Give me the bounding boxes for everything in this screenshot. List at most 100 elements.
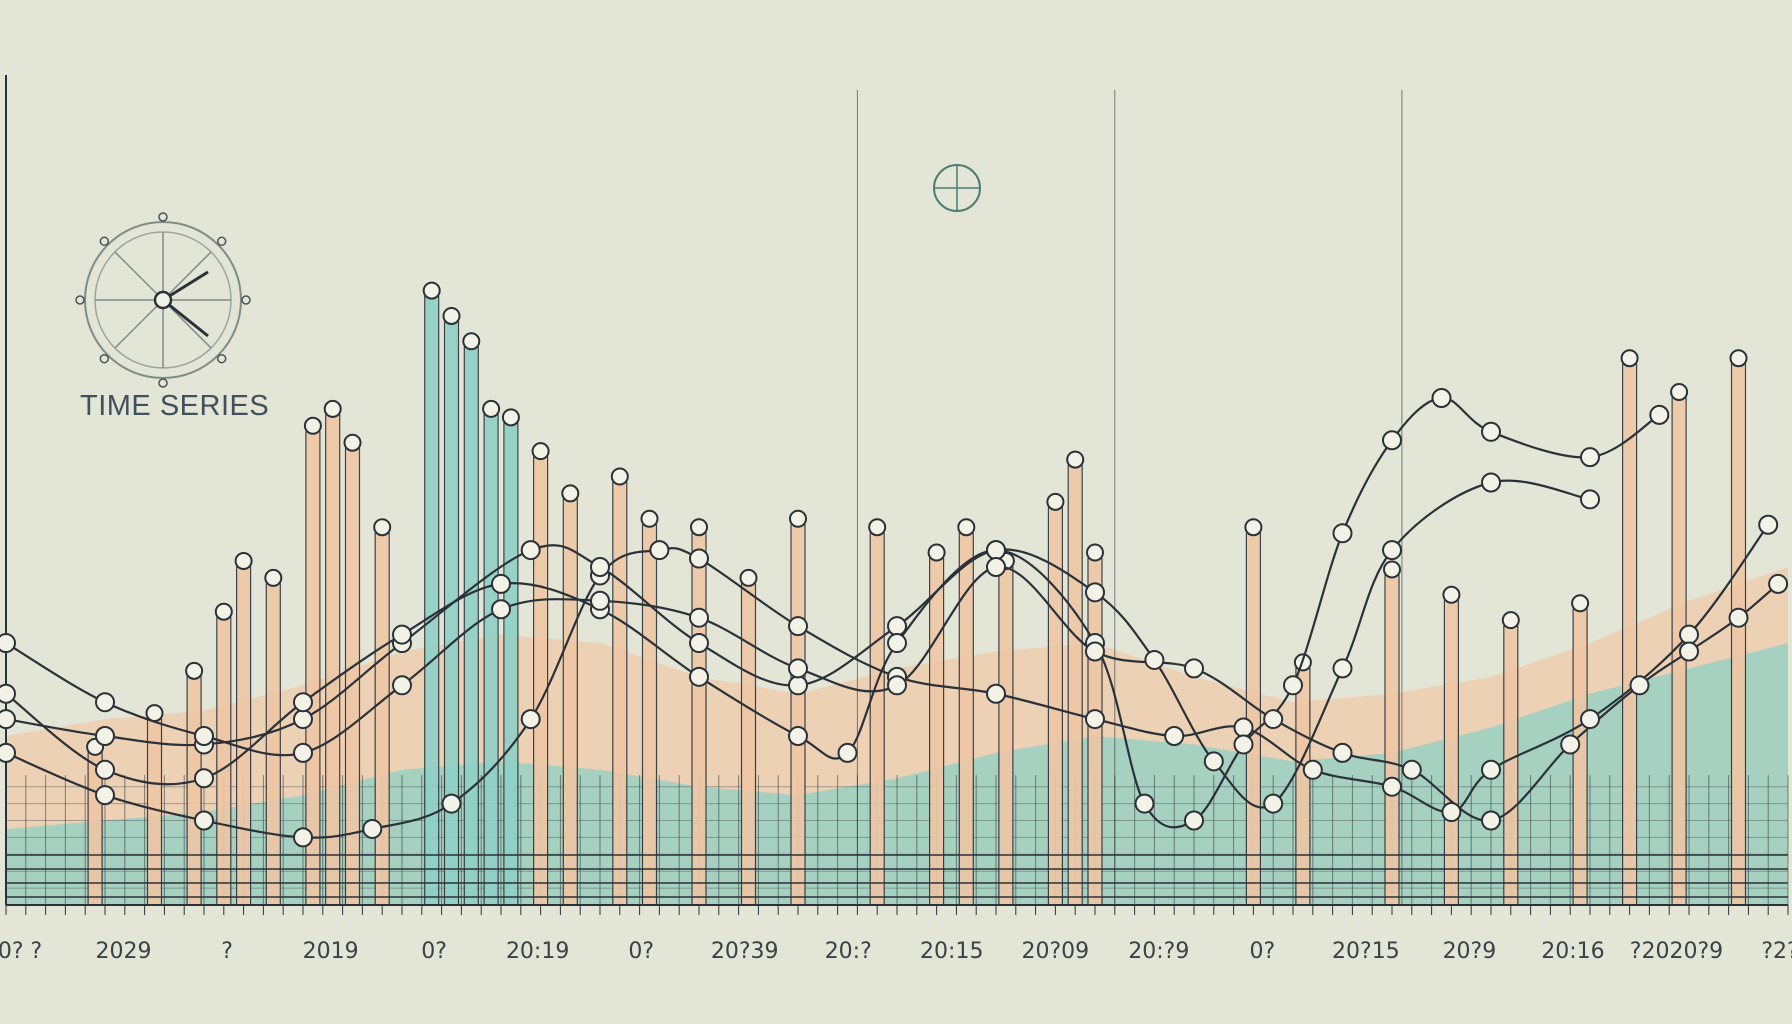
bar-cap <box>234 552 253 570</box>
series-point <box>1233 734 1254 755</box>
series-point <box>1203 751 1224 772</box>
series-point <box>887 675 907 696</box>
bar <box>691 532 707 906</box>
series-point <box>788 675 808 696</box>
bar <box>612 481 628 906</box>
x-tick-label: 20?09 <box>1021 939 1089 964</box>
series-point <box>520 540 541 561</box>
x-tick-label: 0? <box>628 939 654 964</box>
series-point <box>788 726 808 746</box>
series-point <box>689 633 709 654</box>
series-point <box>887 616 907 637</box>
series-point <box>520 709 541 730</box>
bar-cap <box>1244 518 1263 537</box>
series-point <box>689 607 709 628</box>
baseline-lines <box>5 854 1789 915</box>
series-point <box>1332 523 1353 544</box>
series-point <box>441 793 462 814</box>
series-point <box>1382 430 1402 451</box>
logo-spoke <box>114 251 164 301</box>
bar-cap <box>610 467 629 486</box>
series-point <box>1768 573 1789 594</box>
series-point <box>590 557 610 577</box>
bar <box>503 422 519 906</box>
x-tick-label: ? <box>221 939 233 964</box>
x-tick-labels: 0? ? 2029? 2019 0? 20:19 0? 20?39 20:? 20:15 20?0… <box>0 939 1792 964</box>
series-point <box>362 818 383 839</box>
bar-cap <box>343 433 362 452</box>
x-tick-label: 20:? <box>825 939 872 964</box>
series-point <box>1441 802 1462 823</box>
bar-cap <box>214 602 233 621</box>
series-point <box>986 557 1006 577</box>
bar-cap <box>1383 560 1401 579</box>
series-point <box>293 742 313 763</box>
bar-cap <box>868 518 887 537</box>
x-tick-label: 0? <box>421 939 447 964</box>
series-point <box>194 810 214 831</box>
series-point <box>1382 776 1402 797</box>
series-point <box>293 692 313 713</box>
logo-marker <box>158 212 168 222</box>
series-points <box>0 388 1789 848</box>
series-point <box>1085 709 1105 730</box>
bar-cap <box>1501 611 1520 630</box>
series-point <box>1481 472 1501 493</box>
series-point <box>194 726 214 746</box>
bar <box>562 498 578 906</box>
series-point <box>1233 717 1254 738</box>
series-point <box>491 599 511 620</box>
series-point <box>95 692 115 713</box>
bar <box>265 583 281 906</box>
bar-cap <box>462 332 481 351</box>
x-tick-label: ?2020?9 <box>1630 939 1723 964</box>
series-point <box>1481 810 1501 831</box>
series-point <box>1431 388 1452 408</box>
bar-cap <box>1086 543 1104 562</box>
bar <box>483 414 499 906</box>
series-point <box>1184 658 1204 679</box>
clock-compass-icon <box>75 212 251 388</box>
bar-cap <box>422 281 441 300</box>
bar <box>1503 625 1519 906</box>
series-point <box>392 675 412 696</box>
bar <box>958 532 974 906</box>
bar-cap <box>501 408 520 427</box>
series-point <box>1164 726 1185 746</box>
bar <box>374 532 390 906</box>
logo-marker <box>216 353 227 364</box>
series-point <box>392 624 412 645</box>
x-tick-label: 20?39 <box>711 939 779 964</box>
series-point <box>1134 793 1155 814</box>
logo-spoke <box>162 251 212 301</box>
bar-cap <box>690 518 708 537</box>
series-point <box>1580 489 1600 510</box>
bar-cap <box>1066 450 1085 469</box>
series-point <box>0 742 16 763</box>
bar-cap <box>957 518 976 537</box>
bar-cap <box>1620 349 1639 368</box>
bar <box>146 718 163 906</box>
logo-label: TIME SERIES <box>80 390 270 422</box>
logo-hand <box>162 298 209 338</box>
bar <box>1443 600 1460 906</box>
logo-center <box>153 290 173 310</box>
x-tick-label: 20?15 <box>1332 939 1400 964</box>
x-tick-label: 20:16 <box>1541 939 1604 964</box>
series-line <box>5 565 1779 822</box>
logo-marker <box>216 236 227 247</box>
bar-cap <box>1571 594 1590 613</box>
series-point <box>1332 658 1353 679</box>
series-point <box>0 709 16 730</box>
bar-cap <box>789 509 807 528</box>
bar-cap <box>531 442 550 461</box>
bar <box>740 583 757 906</box>
bar-cap <box>927 543 946 562</box>
bar-cap <box>303 416 322 435</box>
bar-cap <box>373 518 392 537</box>
series-point <box>986 540 1006 561</box>
series-point <box>1085 641 1105 662</box>
bar <box>344 448 361 906</box>
bar-cap <box>264 568 283 587</box>
